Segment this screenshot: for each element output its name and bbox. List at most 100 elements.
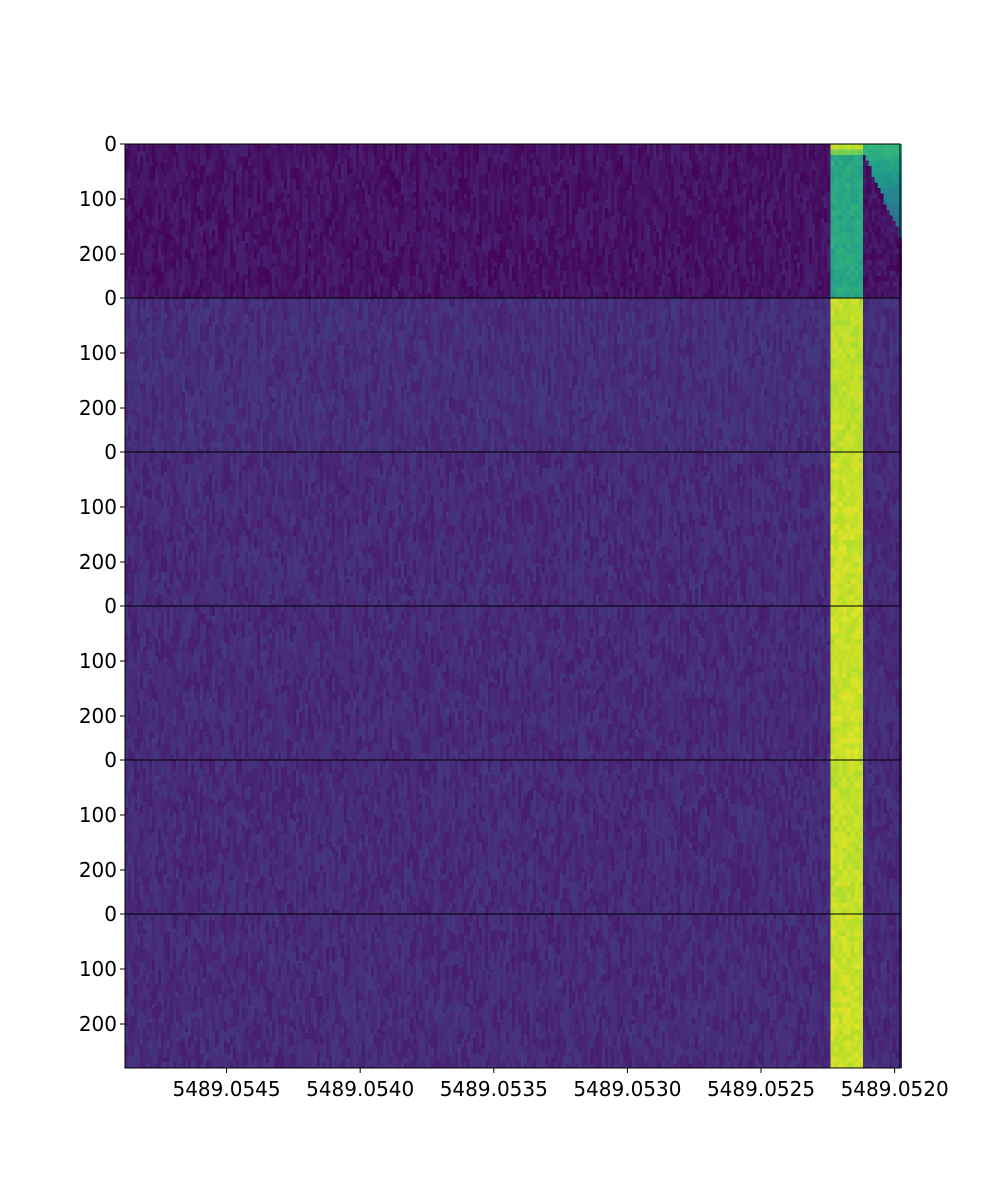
heatmap-cell — [176, 144, 179, 152]
bright-band-cell — [859, 287, 863, 293]
heatmap-cell — [125, 166, 128, 170]
heatmap-cell — [281, 160, 284, 173]
heatmap-cell — [230, 165, 233, 170]
heatmap-cell — [212, 404, 215, 409]
heatmap-cell — [701, 223, 704, 235]
heatmap-cell — [401, 210, 404, 225]
heatmap-cell — [683, 180, 686, 190]
heatmap-cell — [143, 372, 146, 383]
heatmap-cell — [275, 360, 278, 375]
heatmap-cell — [323, 237, 326, 243]
heatmap-cell — [188, 188, 191, 203]
heatmap-cell — [167, 288, 170, 298]
heatmap-cell — [620, 155, 623, 171]
heatmap-cell — [239, 440, 242, 452]
heatmap-cell — [815, 211, 818, 227]
heatmap-cell — [647, 221, 650, 225]
heatmap-cell — [131, 276, 134, 285]
heatmap-cell — [215, 269, 218, 276]
heatmap-cell — [806, 158, 809, 175]
bright-band-cell — [843, 227, 847, 233]
heatmap-cell — [656, 257, 659, 269]
heatmap-cell — [665, 144, 668, 148]
bright-band-cell — [843, 144, 847, 150]
heatmap-cell — [881, 216, 884, 222]
heatmap-cell — [326, 235, 329, 240]
heatmap-cell — [563, 181, 566, 190]
heatmap-cell — [545, 192, 548, 196]
heatmap-cell — [203, 368, 206, 383]
heatmap-cell — [179, 324, 182, 339]
bright-band-cell — [847, 199, 851, 205]
heatmap-cell — [224, 332, 227, 339]
heatmap-cell — [626, 290, 629, 298]
heatmap-cell — [146, 154, 149, 162]
heatmap-cell — [716, 173, 719, 185]
heatmap-cell — [233, 198, 236, 212]
heatmap-cell — [134, 374, 137, 386]
heatmap-cell — [164, 298, 167, 313]
heatmap-cell — [689, 215, 692, 231]
heatmap-cell — [539, 287, 542, 292]
heatmap-cell — [356, 178, 359, 184]
heatmap-cell — [272, 319, 275, 334]
heatmap-cell — [629, 268, 632, 274]
heatmap-cell — [866, 210, 869, 216]
heatmap-cell — [230, 425, 233, 438]
heatmap-cell — [572, 218, 575, 224]
heatmap-cell — [143, 264, 146, 280]
heatmap-cell — [227, 375, 230, 381]
heatmap-cell — [878, 282, 881, 288]
heatmap-cell — [773, 260, 776, 271]
heatmap-cell — [716, 202, 719, 213]
heatmap-cell — [701, 264, 704, 271]
heatmap-cell — [584, 180, 587, 187]
heatmap-cell — [587, 199, 590, 211]
heatmap-cell — [449, 202, 452, 213]
heatmap-cell — [476, 144, 479, 159]
heatmap-cell — [887, 183, 890, 189]
heatmap-cell — [608, 151, 611, 160]
heatmap-cell — [296, 190, 299, 195]
heatmap-cell — [170, 165, 173, 169]
heatmap-cell — [626, 236, 629, 252]
heatmap-cell — [266, 419, 269, 431]
heatmap-cell — [794, 144, 797, 151]
heatmap-cell — [167, 424, 170, 440]
bright-band-cell — [831, 221, 835, 227]
bright-band-cell — [851, 232, 855, 238]
heatmap-cell — [401, 287, 404, 298]
heatmap-cell — [194, 338, 197, 350]
heatmap-cell — [890, 249, 893, 255]
heatmap-cell — [497, 271, 500, 282]
bright-band-cell — [855, 155, 859, 161]
heatmap-cell — [446, 170, 449, 185]
heatmap-cell — [680, 229, 683, 244]
heatmap-cell — [182, 234, 185, 247]
heatmap-cell — [770, 159, 773, 164]
heatmap-cell — [395, 161, 398, 178]
heatmap-cell — [413, 186, 416, 192]
heatmap-cell — [545, 196, 548, 202]
heatmap-cell — [713, 144, 716, 154]
heatmap-cell — [221, 166, 224, 183]
heatmap-cell — [644, 264, 647, 278]
heatmap-cell — [506, 151, 509, 163]
heatmap-cell — [680, 144, 683, 161]
heatmap-cell — [563, 165, 566, 170]
heatmap-cell — [308, 153, 311, 168]
heatmap-cell — [194, 372, 197, 382]
heatmap-cell — [719, 177, 722, 183]
heatmap-cell — [821, 196, 824, 201]
heatmap-cell — [332, 258, 335, 270]
heatmap-cell — [395, 243, 398, 257]
heatmap-cell — [200, 390, 203, 397]
heatmap-cell — [380, 285, 383, 294]
heatmap-cell — [872, 227, 875, 233]
heatmap-cell — [506, 276, 509, 288]
heatmap-cell — [482, 286, 485, 294]
heatmap-cell — [890, 161, 893, 167]
heatmap-cell — [236, 243, 239, 247]
heatmap-cell — [551, 267, 554, 280]
heatmap-cell — [584, 252, 587, 262]
